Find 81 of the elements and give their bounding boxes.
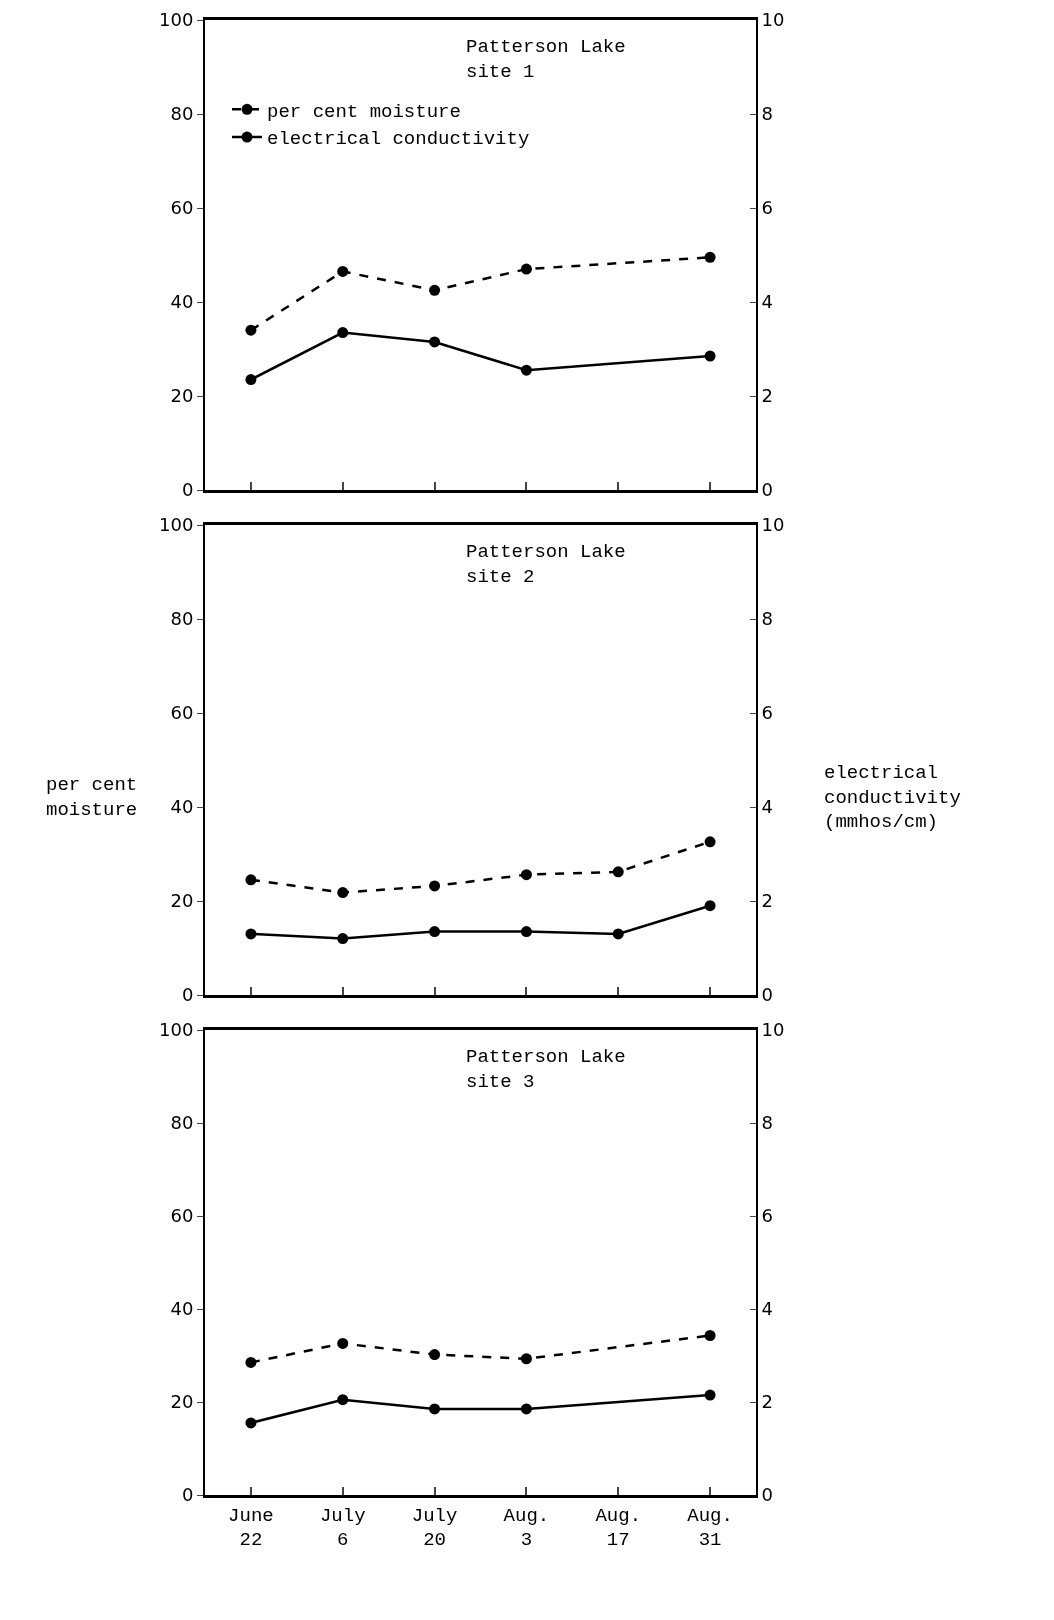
- y-tick-label: 60: [170, 1205, 194, 1227]
- y-axis-title: per cent moisture: [46, 774, 138, 821]
- point: [337, 887, 349, 899]
- y2-tick-label: 2: [761, 385, 774, 407]
- point: [520, 1403, 532, 1415]
- y-tick-label: 40: [170, 291, 194, 313]
- point: [429, 1349, 441, 1361]
- y2-tick-label: 6: [761, 1205, 774, 1227]
- y2-tick-label: 4: [761, 291, 774, 313]
- y-tick-label: 60: [170, 197, 194, 219]
- point: [520, 263, 532, 275]
- point: [704, 1330, 716, 1342]
- point: [337, 265, 349, 277]
- y2-tick-label: 8: [761, 103, 774, 125]
- y2-tick-label: 10: [761, 514, 785, 536]
- point: [245, 928, 257, 940]
- y-tick-label: 60: [170, 702, 194, 724]
- y2-tick-label: 6: [761, 702, 774, 724]
- point: [429, 926, 441, 938]
- point: [245, 374, 257, 386]
- y2-tick-label: 0: [761, 1484, 774, 1506]
- point: [704, 350, 716, 362]
- point: [520, 926, 532, 938]
- y-tick-label: 0: [181, 1484, 194, 1506]
- point: [612, 866, 624, 878]
- x-tick-label: July 20: [411, 1504, 458, 1552]
- legend-label: electrical conductivity: [267, 128, 530, 151]
- point: [337, 1337, 349, 1349]
- text: Patterson Lake site 3: [466, 1046, 626, 1093]
- point: [612, 928, 624, 940]
- point: [704, 900, 716, 912]
- point: [337, 327, 349, 339]
- point: [337, 1394, 349, 1406]
- x-tick-label: July 6: [319, 1504, 366, 1552]
- y-tick-label: 20: [170, 1391, 194, 1413]
- y2-tick-label: 4: [761, 1298, 774, 1320]
- y-tick-label: 0: [181, 479, 194, 501]
- point: [704, 1389, 716, 1401]
- x-tick-label: Aug. 31: [687, 1504, 733, 1552]
- y-tick-label: 80: [170, 608, 194, 630]
- point: [429, 284, 441, 296]
- y-tick-label: 100: [159, 9, 194, 31]
- point: [245, 874, 257, 886]
- point: [704, 251, 716, 263]
- text: Patterson Lake site 1: [466, 36, 626, 83]
- y2-tick-label: 8: [761, 608, 774, 630]
- y2-tick-label: 8: [761, 1112, 774, 1134]
- y-tick-label: 20: [170, 385, 194, 407]
- y-tick-label: 80: [170, 103, 194, 125]
- point: [429, 880, 441, 892]
- y2-tick-label: 0: [761, 984, 774, 1006]
- x-tick-label: June 22: [228, 1504, 274, 1552]
- point: [337, 933, 349, 945]
- point: [520, 364, 532, 376]
- y2-tick-label: 6: [761, 197, 774, 219]
- y2-tick-label: 2: [761, 890, 774, 912]
- point: [245, 324, 257, 336]
- y-tick-label: 0: [181, 984, 194, 1006]
- point: [704, 836, 716, 848]
- y2-tick-label: 4: [761, 796, 774, 818]
- y2-tick-label: 0: [761, 479, 774, 501]
- y2-tick-label: 10: [761, 1019, 785, 1041]
- legend-label: per cent moisture: [267, 100, 461, 123]
- y-tick-label: 40: [170, 796, 194, 818]
- point: [429, 336, 441, 348]
- point: [245, 1417, 257, 1429]
- point: [520, 1353, 532, 1365]
- y-tick-label: 40: [170, 1298, 194, 1320]
- y-tick-label: 20: [170, 890, 194, 912]
- y-tick-label: 100: [159, 1019, 194, 1041]
- y2-tick-label: 2: [761, 1391, 774, 1413]
- point: [520, 869, 532, 881]
- x-tick-label: Aug. 3: [503, 1504, 550, 1552]
- point: [245, 1356, 257, 1368]
- y-tick-label: 100: [159, 514, 194, 536]
- x-tick-label: Aug. 17: [595, 1504, 642, 1552]
- y2-tick-label: 10: [761, 9, 785, 31]
- y-tick-label: 80: [170, 1112, 194, 1134]
- y2-axis-title: electrical conductivity (mmhos/cm): [824, 762, 961, 834]
- point: [429, 1403, 441, 1415]
- text: Patterson Lake site 2: [466, 541, 626, 588]
